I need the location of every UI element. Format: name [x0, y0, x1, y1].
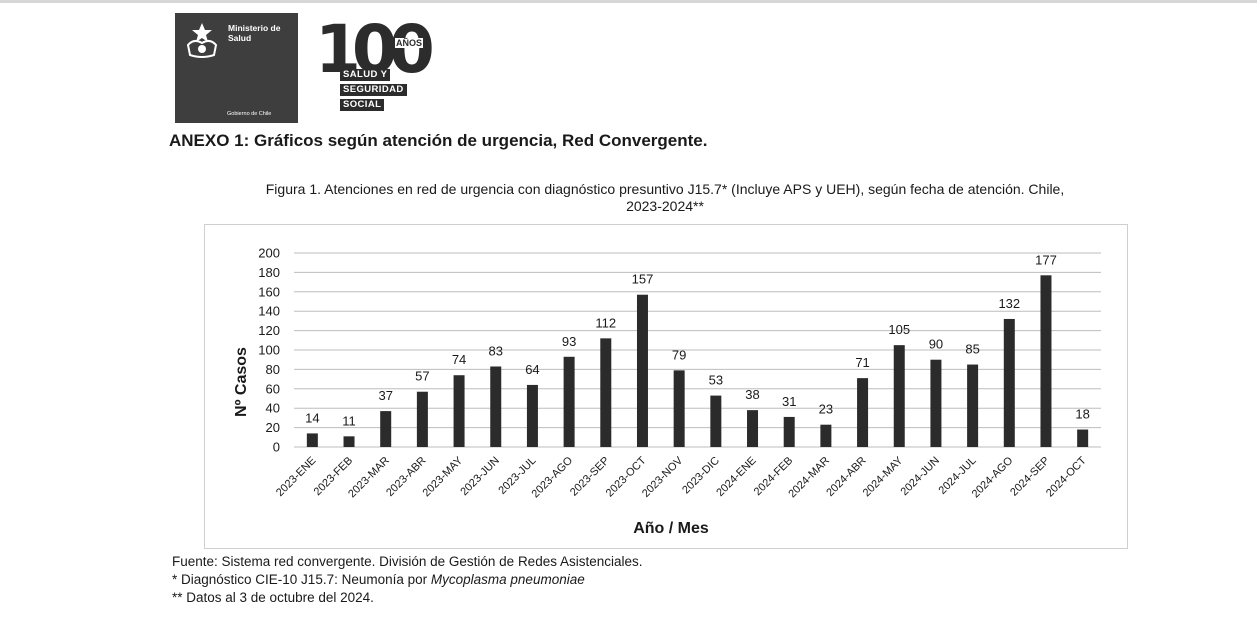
figure-caption: Figura 1. Atenciones en red de urgencia …: [170, 181, 1160, 215]
x-tick-label: 2024-MAY: [861, 454, 906, 499]
bar: [490, 366, 502, 447]
data-label: 23: [819, 402, 833, 417]
diagnosis-organism: Mycoplasma pneumoniae: [430, 572, 585, 587]
chile-coat-of-arms-icon: [186, 23, 218, 58]
bar: [820, 424, 832, 447]
ministerio-salud-logo: Ministerio de Salud Gobierno de Chile: [175, 13, 298, 123]
y-tick-label: 140: [258, 304, 280, 319]
centenary-suffix: AÑOS: [395, 38, 424, 48]
bar-chart: 020406080100120140160180200142023-ENE112…: [233, 246, 1101, 537]
y-axis-title: Nº Casos: [233, 347, 250, 417]
data-label: 14: [305, 410, 319, 425]
y-tick-label: 80: [266, 362, 280, 377]
data-label: 18: [1075, 407, 1089, 422]
bar: [673, 370, 685, 447]
figure-caption-line-1: Figura 1. Atenciones en red de urgencia …: [265, 181, 1065, 197]
y-tick-label: 160: [258, 284, 280, 299]
bar: [747, 410, 759, 447]
bar: [526, 384, 538, 447]
y-tick-label: 40: [266, 401, 280, 416]
data-label: 157: [632, 272, 654, 287]
y-tick-label: 200: [258, 246, 280, 261]
data-label: 11: [342, 413, 356, 428]
annex-title: ANEXO 1: Gráficos según atención de urge…: [169, 131, 708, 150]
data-label: 79: [672, 347, 686, 362]
data-label: 112: [595, 315, 616, 330]
bar: [967, 364, 979, 447]
bar: [380, 411, 392, 447]
source-note: Fuente: Sistema red convergente. Divisió…: [172, 554, 643, 569]
top-border-line: [0, 0, 1257, 3]
data-label: 83: [489, 343, 503, 358]
figure-caption-line-2: 2023-2024**: [626, 198, 704, 214]
data-label: 105: [888, 322, 910, 337]
x-tick-label: 2023-ENE: [274, 455, 318, 499]
bar: [1077, 429, 1089, 447]
bar: [343, 436, 355, 447]
government-label: Gobierno de Chile: [227, 111, 272, 117]
y-tick-label: 120: [258, 323, 280, 338]
centenary-tag-1: SALUD Y: [340, 69, 391, 81]
x-tick-label: 2024-ENE: [714, 455, 758, 499]
chart-container: 0 20 40 60 80 100 120 140 160 180 200 14 2023-ENE 11 2…: [204, 224, 1128, 549]
y-tick-label: 100: [258, 343, 280, 358]
bar: [1040, 275, 1052, 447]
data-label: 93: [562, 334, 576, 349]
data-label: 38: [745, 387, 759, 402]
bar: [857, 378, 869, 447]
bar: [710, 395, 722, 447]
diagnosis-note: * Diagnóstico CIE-10 J15.7: Neumonía por…: [172, 572, 585, 587]
y-tick-label: 180: [258, 265, 280, 280]
data-label: 31: [782, 394, 796, 409]
bar: [600, 338, 612, 447]
bar: [563, 356, 575, 447]
data-cutoff-note: ** Datos al 3 de octubre del 2024.: [172, 590, 374, 605]
data-label: 132: [998, 296, 1020, 311]
data-label: 74: [452, 352, 466, 367]
y-tick-label: 60: [266, 381, 280, 396]
data-label: 37: [378, 388, 392, 403]
data-label: 57: [415, 369, 429, 384]
bar: [636, 294, 648, 447]
y-tick-label: 0: [273, 440, 280, 455]
x-tick-label: 2024-OCT: [1044, 454, 1089, 499]
x-tick-label: 2024-JUN: [899, 455, 943, 499]
bar: [306, 433, 318, 447]
data-label: 177: [1035, 252, 1057, 267]
data-label: 85: [965, 342, 979, 357]
centenary-tag-3: SOCIAL: [340, 99, 385, 111]
y-tick-label: 20: [266, 420, 280, 435]
chart-notes: Fuente: Sistema red convergente. Divisió…: [172, 553, 643, 607]
bar: [453, 375, 465, 447]
x-tick-label: 2023-NOV: [640, 454, 686, 500]
centenary-tag-2: SEGURIDAD: [340, 84, 407, 96]
x-tick-label: 2023-MAY: [421, 454, 466, 499]
x-axis-title: Año / Mes: [633, 520, 709, 537]
bar: [783, 416, 795, 447]
bar: [930, 359, 942, 447]
bar: [893, 345, 905, 447]
bar: [416, 391, 428, 447]
x-tick-label: 2023-JUN: [458, 455, 502, 499]
bar: [1003, 318, 1015, 447]
data-label: 90: [929, 337, 943, 352]
data-label: 53: [709, 373, 723, 388]
ministry-name: Ministerio de Salud: [228, 23, 281, 43]
data-label: 71: [855, 355, 869, 370]
data-label: 64: [525, 362, 539, 377]
